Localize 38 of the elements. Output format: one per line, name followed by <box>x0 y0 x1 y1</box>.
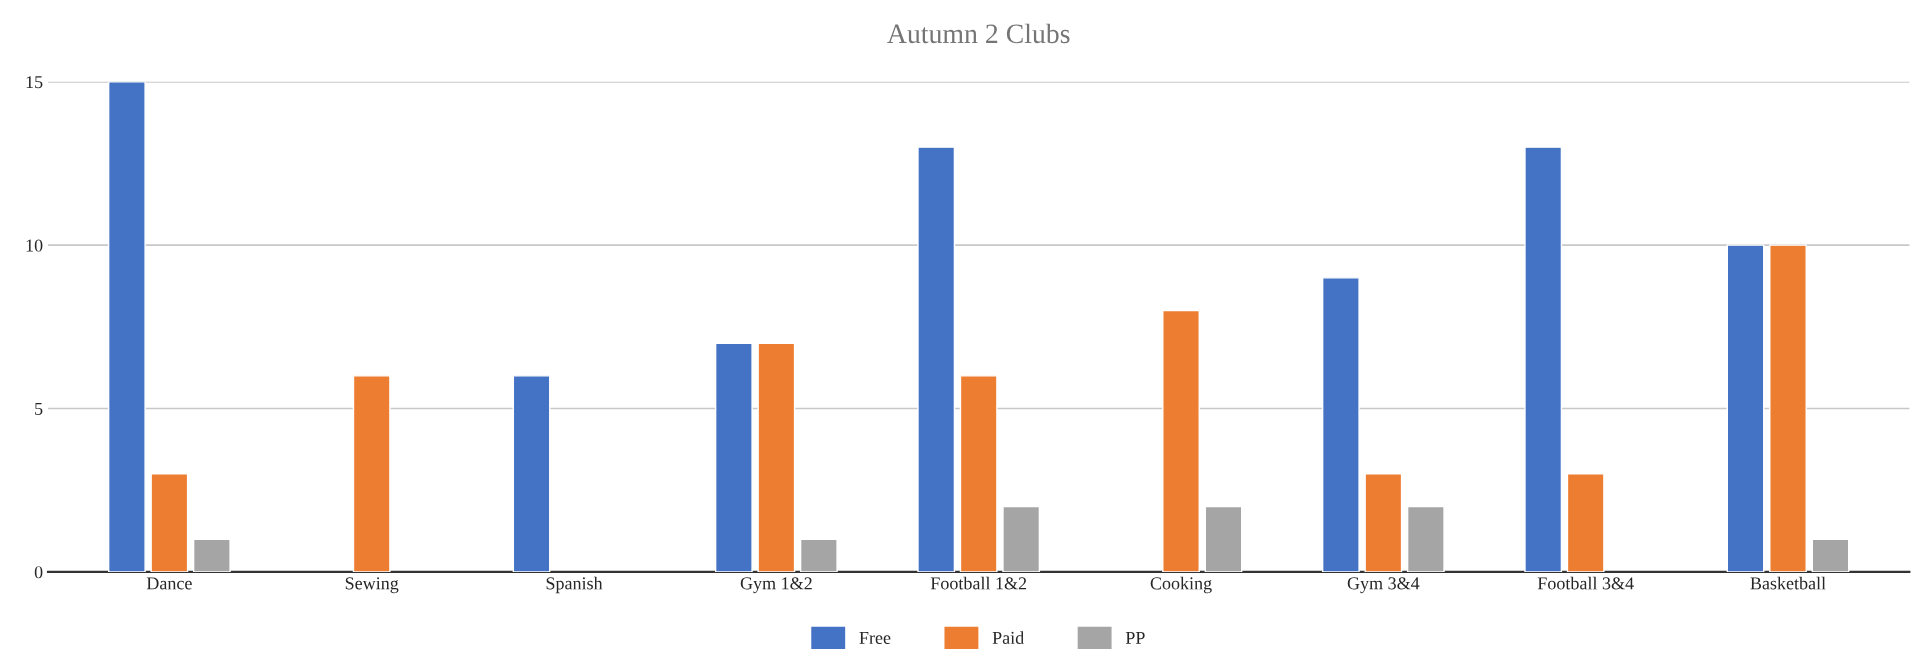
bar <box>192 538 231 572</box>
x-tick-label: Dance <box>146 577 192 590</box>
bar <box>1321 277 1360 572</box>
legend-label: Free <box>859 631 891 644</box>
bar <box>512 375 551 572</box>
bar <box>799 538 838 572</box>
bar <box>757 342 796 572</box>
x-tick-label: Cooking <box>1150 576 1212 594</box>
bar <box>352 375 391 572</box>
bar <box>917 146 956 572</box>
bar <box>1769 244 1807 572</box>
bar <box>1204 505 1243 572</box>
x-tick-label: Spanish <box>546 576 603 594</box>
legend-label: PP <box>1125 631 1145 644</box>
bar <box>714 342 753 572</box>
x-tick-label: Gym 3&4 <box>1347 577 1420 594</box>
bar <box>1524 146 1563 572</box>
bar <box>1364 473 1403 572</box>
x-tick-label: Basketball <box>1750 576 1826 590</box>
bar <box>1811 538 1850 572</box>
bar <box>959 375 998 572</box>
bar <box>150 473 189 572</box>
bar <box>107 81 146 572</box>
chart-title: Autumn 2 Clubs <box>887 23 1070 44</box>
bar <box>1162 309 1200 572</box>
x-tick-label: Sewing <box>345 577 399 594</box>
bar <box>1726 244 1765 572</box>
x-tick-label: Football 3&4 <box>1537 576 1634 590</box>
y-tick-label: 5 <box>35 402 43 415</box>
y-tick-label: 15 <box>26 76 43 89</box>
y-tick-label: 0 <box>34 566 43 579</box>
bar <box>1406 505 1445 572</box>
y-tick-label: 10 <box>26 239 43 252</box>
x-tick-label: Football 1&2 <box>930 576 1027 590</box>
x-tick-label: Gym 1&2 <box>740 577 812 594</box>
bar <box>1566 473 1605 572</box>
legend-label: Paid <box>992 631 1024 644</box>
bar <box>1002 505 1041 572</box>
